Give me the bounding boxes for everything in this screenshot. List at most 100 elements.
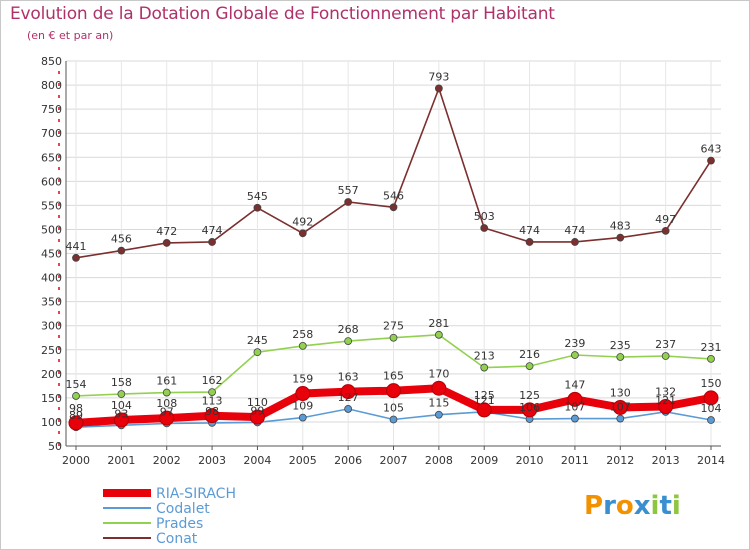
data-point-ria-sirach (204, 408, 220, 424)
data-label-conat: 472 (156, 225, 177, 238)
logo-letter: i (650, 491, 660, 521)
data-point-conat (661, 226, 670, 235)
chart-title: Evolution de la Dotation Globale de Fonc… (10, 4, 555, 24)
data-label-ria-sirach: 163 (338, 371, 359, 384)
data-point-conat (253, 203, 262, 212)
x-tick-label: 2008 (425, 454, 453, 467)
data-label-prades: 162 (202, 374, 223, 387)
data-label-conat: 643 (701, 143, 722, 156)
x-tick-label: 2013 (652, 454, 680, 467)
logo-letter: x (633, 491, 651, 521)
data-label-prades: 158 (111, 376, 132, 389)
proxiti-logo: Proxiti (584, 491, 681, 521)
y-tick-label: 650 (41, 151, 62, 164)
data-point-conat (117, 246, 126, 255)
data-labels: 441 456 472 474 545 492 557 546 793 503 474 474 483 4… (66, 70, 722, 422)
x-tick-label: 2011 (561, 454, 589, 467)
data-label-ria-sirach: 108 (156, 397, 177, 410)
data-label-prades: 239 (564, 337, 585, 350)
data-label-ria-sirach: 104 (111, 399, 132, 412)
data-label-conat: 793 (428, 70, 449, 83)
data-label-codalet: 93 (114, 407, 128, 420)
data-label-prades: 237 (655, 338, 676, 351)
data-point-ria-sirach (476, 402, 492, 418)
logo-letter: P (584, 491, 604, 521)
data-label-prades: 268 (338, 323, 359, 336)
data-point-conat (525, 238, 534, 246)
data-label-conat: 557 (338, 184, 359, 197)
x-tick-label: 2003 (198, 454, 226, 467)
data-point-ria-sirach (567, 391, 583, 407)
data-point-conat (571, 238, 579, 246)
data-point-ria-sirach (386, 383, 401, 399)
y-tick-label: 350 (41, 296, 62, 309)
data-point-prades (72, 392, 80, 400)
data-label-prades: 216 (519, 348, 540, 361)
data-label-ria-sirach: 159 (292, 373, 313, 386)
legend-label-conat: Conat (156, 531, 198, 547)
data-point-codalet (298, 413, 307, 422)
data-label-ria-sirach: 165 (383, 370, 404, 383)
data-point-prades (616, 353, 625, 361)
y-tick-label: 300 (41, 320, 62, 333)
data-point-prades (525, 362, 534, 371)
data-label-codalet: 89 (69, 409, 83, 422)
grid (66, 60, 721, 447)
data-label-prades: 235 (610, 339, 631, 352)
data-point-ria-sirach (431, 380, 447, 396)
logo-letter: o (615, 491, 634, 521)
data-point-ria-sirach (249, 409, 265, 425)
data-point-prades (480, 363, 489, 372)
data-label-conat: 441 (66, 240, 87, 253)
y-tick-label: 750 (41, 103, 62, 116)
data-point-conat (72, 253, 80, 262)
data-point-prades (344, 337, 353, 345)
data-point-prades (434, 330, 443, 339)
data-point-conat (208, 238, 216, 246)
data-label-codalet: 121 (655, 394, 676, 407)
data-point-codalet (434, 410, 443, 419)
data-label-conat: 474 (564, 224, 585, 237)
x-tick-label: 2014 (697, 454, 725, 467)
data-point-conat (434, 84, 443, 93)
logo-letter: t (659, 491, 672, 521)
data-label-prades: 275 (383, 320, 404, 333)
y-tick-label: 400 (41, 272, 62, 285)
x-tick-label: 2002 (153, 454, 181, 467)
x-tick-label: 2010 (516, 454, 544, 467)
data-point-prades (389, 333, 398, 342)
data-point-conat (298, 229, 307, 238)
y-tick-label: 100 (41, 416, 62, 429)
y-tick-label: 250 (41, 344, 62, 357)
data-label-codalet: 98 (205, 405, 219, 418)
data-label-prades: 281 (428, 317, 449, 330)
data-point-ria-sirach (522, 402, 538, 418)
y-tick-label: 800 (41, 79, 62, 92)
data-label-conat: 497 (655, 213, 676, 226)
y-tick-label: 200 (41, 368, 62, 381)
data-label-conat: 456 (111, 233, 132, 246)
data-point-prades (208, 388, 216, 397)
data-label-prades: 231 (701, 341, 722, 354)
data-label-conat: 474 (202, 224, 223, 237)
data-label-conat: 545 (247, 190, 268, 203)
data-point-ria-sirach (113, 412, 129, 428)
data-point-prades (661, 352, 670, 360)
data-point-prades (298, 341, 307, 350)
data-label-prades: 245 (247, 334, 268, 347)
data-label-codalet: 107 (610, 401, 631, 414)
data-label-prades: 154 (66, 378, 87, 391)
y-tick-label: 600 (41, 175, 62, 188)
x-tick-label: 2004 (243, 454, 271, 467)
data-label-prades: 161 (156, 375, 177, 388)
x-tick-label: 2009 (470, 454, 498, 467)
data-label-ria-sirach: 170 (428, 367, 449, 380)
x-tick-label: 2001 (107, 454, 135, 467)
axes: 50 100 150 200 250 300 350 400 450 500 550 600 650 70… (41, 55, 725, 467)
data-label-prades: 213 (474, 350, 495, 363)
data-label-codalet: 127 (338, 391, 359, 404)
chart-subtitle: (en € et par an) (27, 29, 114, 42)
x-tick-label: 2005 (289, 454, 317, 467)
y-tick-label: 850 (41, 55, 62, 68)
